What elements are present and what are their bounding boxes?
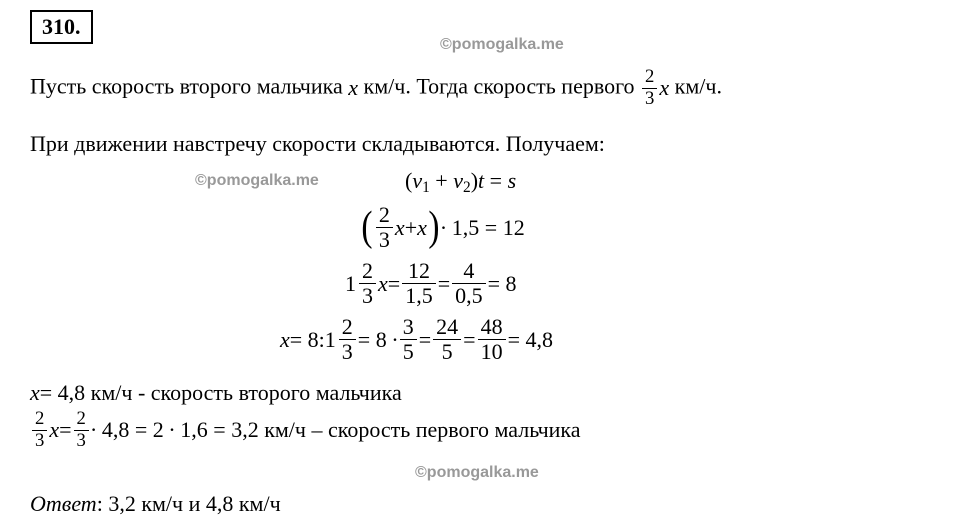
denominator: 3	[642, 88, 657, 109]
watermark: ©pomogalka.me	[415, 464, 539, 482]
equals: =	[419, 327, 431, 353]
var-x: x	[395, 215, 405, 241]
numerator: 3	[400, 316, 417, 339]
watermark: ©pomogalka.me	[440, 36, 564, 54]
denominator: 5	[433, 339, 461, 363]
var-x: x	[348, 74, 358, 103]
denominator: 3	[32, 430, 47, 451]
numerator: 2	[339, 316, 356, 339]
equals: =	[438, 271, 450, 297]
numerator: 2	[376, 204, 393, 227]
denominator: 1,5	[402, 283, 436, 307]
numerator: 48	[478, 316, 506, 339]
equation-1: (v1 + v2)t = s	[405, 168, 516, 197]
text: . Тогда скорость первого	[405, 73, 640, 98]
denominator: 3	[359, 283, 376, 307]
var-s: s	[508, 168, 517, 193]
mixed-number: 1 2 3	[325, 316, 358, 363]
answer-line: Ответ: 3,2 км/ч и 4,8 км/ч	[30, 490, 281, 519]
fraction-2-3: 2 3	[339, 316, 356, 363]
big-lparen: (	[361, 209, 372, 247]
fraction: 4 0,5	[452, 260, 486, 307]
text: ∙ 1,5 = 12	[441, 215, 525, 241]
big-rparen: )	[428, 209, 439, 247]
numerator: 2	[32, 410, 47, 430]
fraction: 3 5	[400, 316, 417, 363]
text: = 4,8 км/ч - скорость второго мальчика	[40, 380, 402, 406]
numerator: 12	[402, 260, 436, 283]
text: Пусть скорость второго мальчика	[30, 73, 348, 98]
var-x: x	[49, 417, 59, 443]
numerator: 2	[359, 260, 376, 283]
equals: =	[59, 417, 71, 443]
paragraph-2: При движении навстречу скорости складыва…	[30, 130, 930, 159]
integer-part: 1	[325, 327, 336, 353]
integer-part: 1	[345, 271, 356, 297]
colon: :	[97, 491, 109, 516]
answer-value: 3,2 км/ч и 4,8 км/ч	[108, 491, 280, 516]
paragraph-1: Пусть скорость второго мальчика x км/ч. …	[30, 68, 930, 108]
equation-3: 1 2 3 x = 12 1,5 = 4 0,5 = 8	[345, 260, 517, 307]
text: = 8:	[290, 327, 325, 353]
denominator: 10	[478, 339, 506, 363]
watermark: ©pomogalka.me	[195, 172, 319, 190]
denominator: 5	[400, 339, 417, 363]
numerator: 2	[642, 68, 657, 88]
equals: =	[484, 168, 507, 193]
denominator: 3	[339, 339, 356, 363]
fraction-2-3: 2 3	[74, 410, 89, 450]
plus: +	[405, 215, 417, 241]
equation-4: x = 8: 1 2 3 = 8 ∙ 3 5 = 24 5 = 48 10 = …	[280, 316, 553, 363]
var-x: x	[280, 327, 290, 353]
var-x: x	[378, 271, 388, 297]
text: = 4,8	[508, 327, 553, 353]
numerator: 4	[452, 260, 486, 283]
numerator: 24	[433, 316, 461, 339]
text: ∙ 4,8 = 2 ∙ 1,6 = 3,2 км/ч – скорость пе…	[91, 417, 581, 443]
answer-label: Ответ	[30, 491, 97, 516]
page: { "problem_number": "310.", "watermark":…	[0, 0, 960, 521]
subscript: 2	[463, 179, 471, 196]
var-v: v	[412, 168, 422, 193]
equation-2: ( 2 3 x + x) ∙ 1,5 = 12	[360, 204, 525, 251]
var-x: x	[417, 215, 427, 241]
var-x: x	[659, 74, 669, 103]
plus: +	[430, 168, 453, 193]
mixed-number: 1 2 3	[345, 260, 378, 307]
fraction-2-3: 2 3	[642, 68, 657, 108]
equals: =	[463, 327, 475, 353]
text: = 8	[488, 271, 517, 297]
denominator: 0,5	[452, 283, 486, 307]
fraction-2-3: 2 3	[376, 204, 393, 251]
text: км/ч	[358, 73, 405, 98]
fraction: 48 10	[478, 316, 506, 363]
subscript: 1	[422, 179, 430, 196]
equals: =	[388, 271, 400, 297]
result-line-1: x = 4,8 км/ч - скорость второго мальчика	[30, 378, 402, 406]
problem-number-box: 310.	[30, 10, 93, 44]
denominator: 3	[376, 227, 393, 251]
var-v: v	[453, 168, 463, 193]
rparen: )	[471, 168, 478, 193]
fraction: 24 5	[433, 316, 461, 363]
fraction: 12 1,5	[402, 260, 436, 307]
denominator: 3	[74, 430, 89, 451]
fraction-2-3: 2 3	[32, 410, 47, 450]
result-line-2: 2 3 x = 2 3 ∙ 4,8 = 2 ∙ 1,6 = 3,2 км/ч –…	[30, 410, 581, 450]
numerator: 2	[74, 410, 89, 430]
text: км/ч.	[669, 73, 722, 98]
text: = 8 ∙	[358, 327, 398, 353]
fraction-2-3: 2 3	[359, 260, 376, 307]
var-x: x	[30, 380, 40, 406]
